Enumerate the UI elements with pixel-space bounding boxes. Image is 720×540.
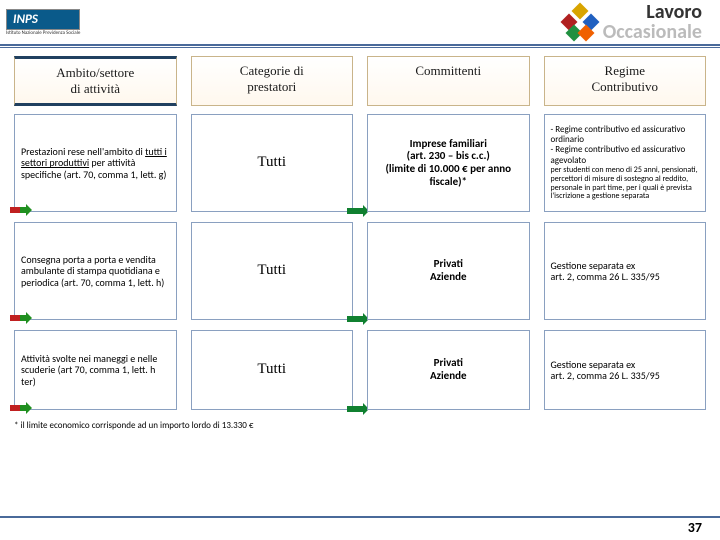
- column-headers: Ambito/settore di attività Categorie di …: [0, 48, 720, 110]
- cell-ambito: Attività svolte nei maneggi e nelle scud…: [14, 330, 177, 410]
- arrow-red-green-icon: [10, 204, 32, 216]
- title-occasionale: Occasionale: [603, 22, 702, 42]
- page-number: 37: [688, 519, 702, 536]
- cell-committenti: Privati Aziende: [367, 222, 530, 320]
- cell-committenti: Imprese familiari (art. 230 – bis c.c.) …: [367, 114, 530, 212]
- top-bar: INPS Istituto Nazionale Previdenza Socia…: [0, 0, 720, 46]
- arrow-green-icon: [347, 403, 369, 415]
- logo-lavoro: Lavoro Occasionale: [563, 2, 702, 42]
- arrow-red-green-icon: [10, 402, 32, 414]
- header-categorie: Categorie di prestatori: [191, 56, 354, 106]
- title-lavoro: Lavoro: [603, 2, 702, 22]
- footer-divider: [0, 516, 720, 518]
- cell-committenti: Privati Aziende: [367, 330, 530, 410]
- cell-regime: Gestione separata ex art. 2, comma 26 L.…: [544, 222, 707, 320]
- cell-ambito: Prestazioni rese nell'ambito di tutti i …: [14, 114, 177, 212]
- hex-icon: [563, 5, 597, 39]
- table-grid: Prestazioni rese nell'ambito di tutti i …: [0, 110, 720, 410]
- cell-regime: Gestione separata ex art. 2, comma 26 L.…: [544, 330, 707, 410]
- inps-mark: INPS: [6, 9, 80, 30]
- table-row: Consegna porta a porta e vendita ambulan…: [14, 222, 706, 320]
- cell-categorie: Tutti: [191, 222, 354, 320]
- inps-subtitle: Istituto Nazionale Previdenza Sociale: [6, 30, 80, 36]
- arrow-red-green-icon: [10, 312, 32, 324]
- header-regime: Regime Contributivo: [544, 56, 707, 106]
- logo-inps: INPS Istituto Nazionale Previdenza Socia…: [6, 9, 80, 36]
- cell-categorie: Tutti: [191, 114, 354, 212]
- arrow-green-icon: [347, 205, 369, 217]
- cell-ambito: Consegna porta a porta e vendita ambulan…: [14, 222, 177, 320]
- cell-categorie: Tutti: [191, 330, 354, 410]
- header-committenti: Committenti: [367, 56, 530, 106]
- footnote: * il limite economico corrisponde ad un …: [0, 414, 720, 431]
- cell-regime: - Regime contributivo ed assicurativo or…: [544, 114, 707, 212]
- arrow-green-icon: [347, 313, 369, 325]
- table-row: Prestazioni rese nell'ambito di tutti i …: [14, 114, 706, 212]
- table-row: Attività svolte nei maneggi e nelle scud…: [14, 330, 706, 410]
- header-ambito: Ambito/settore di attività: [14, 56, 177, 106]
